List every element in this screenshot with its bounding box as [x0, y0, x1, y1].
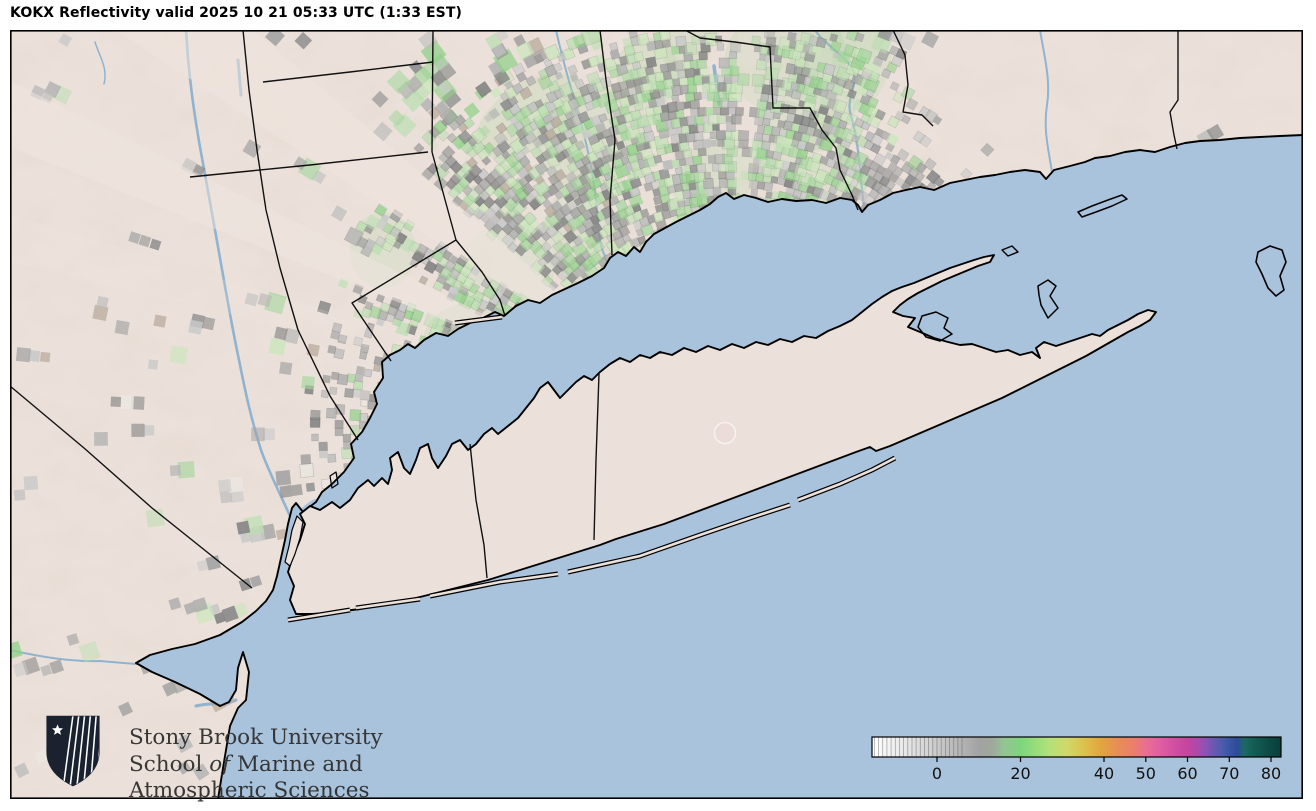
map-frame: [10, 30, 1303, 799]
colorbar-tick-label: 40: [1094, 764, 1114, 783]
new-haven-line: [599, 30, 616, 256]
ct-ri-border: [1169, 30, 1179, 150]
middlesex-line: [684, 30, 859, 211]
figure-title: KOKX Reflectivity valid 2025 10 21 05:33…: [10, 5, 463, 21]
hudson-river: [184, 30, 292, 518]
colorbar-tick-label: 60: [1177, 764, 1197, 783]
westchester-line: [242, 30, 359, 441]
county-line-b: [262, 61, 434, 83]
radar-map: 0 20 40 50 60 70 80: [10, 30, 1303, 799]
colorbar-tick-label: 0: [932, 764, 942, 783]
county-line-c: [431, 30, 434, 153]
colorbar-gradient: [872, 737, 1281, 757]
colorbar-tick-label: 80: [1261, 764, 1281, 783]
barrier-islands: [287, 314, 897, 623]
colorbar-tick-label: 70: [1219, 764, 1239, 783]
thames-river: [1039, 30, 1053, 173]
upstate-creek: [94, 41, 106, 85]
colorbar-tick-label: 50: [1136, 764, 1156, 783]
queens-nassau-line: [469, 443, 488, 579]
nassau-suffolk-line: [593, 373, 600, 541]
radar-site-marker: [713, 421, 737, 445]
fairfield-line: [351, 151, 457, 362]
county-line-e: [892, 30, 934, 127]
raritan-river: [10, 649, 137, 665]
boundary-lines: [10, 30, 1179, 589]
colorbar-tick-label: 20: [1010, 764, 1030, 783]
county-line-d: [455, 239, 506, 317]
colorbar-legend: 0 20 40 50 60 70 80: [871, 736, 1282, 783]
county-line-a: [189, 151, 429, 178]
map-area: 0 20 40 50 60 70 80: [10, 30, 1303, 799]
nj-ny-border: [10, 385, 253, 589]
